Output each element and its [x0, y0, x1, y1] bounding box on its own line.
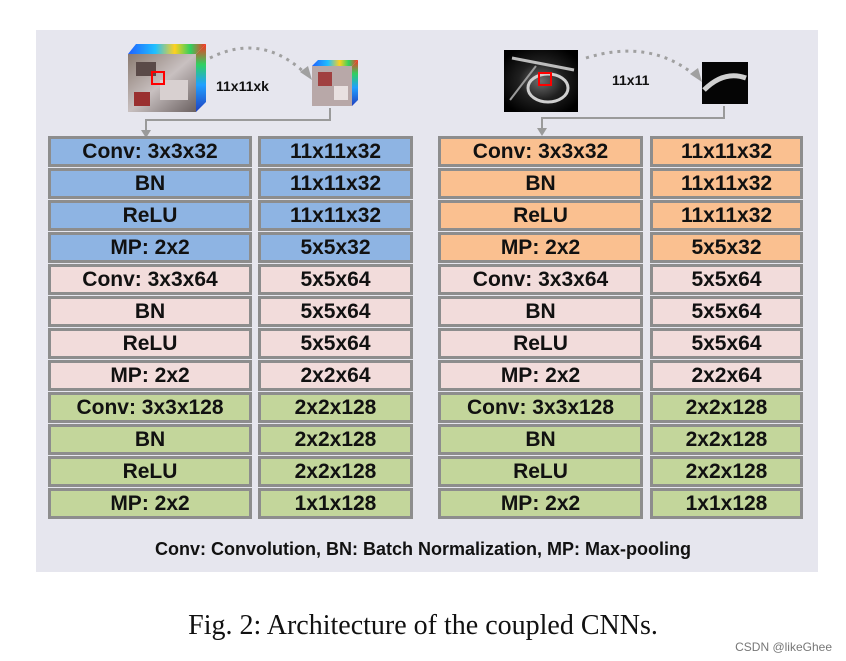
left-size-box: 5x5x64 — [258, 264, 413, 295]
right-size-box: 2x2x128 — [650, 424, 803, 455]
right-layer-box: MP: 2x2 — [438, 232, 643, 263]
hyperspectral-cube-icon — [128, 44, 206, 112]
left-crop-arrowhead — [300, 66, 312, 80]
left-size-box: 11x11x32 — [258, 168, 413, 199]
left-size-box: 2x2x128 — [258, 392, 413, 423]
left-layer-box: MP: 2x2 — [48, 488, 252, 519]
left-layer-box: ReLU — [48, 456, 252, 487]
right-size-box: 5x5x64 — [650, 296, 803, 327]
right-size-box: 5x5x64 — [650, 264, 803, 295]
right-layer-box: ReLU — [438, 328, 643, 359]
right-crop-arrowhead — [690, 68, 702, 82]
right-input-connector — [541, 106, 725, 130]
left-layer-box: ReLU — [48, 328, 252, 359]
right-size-box: 11x11x32 — [650, 200, 803, 231]
left-layer-box: Conv: 3x3x128 — [48, 392, 252, 423]
lidar-image-icon — [504, 50, 578, 112]
right-layer-box: MP: 2x2 — [438, 488, 643, 519]
lidar-patch-icon — [702, 62, 748, 104]
right-layer-box: Conv: 3x3x128 — [438, 392, 643, 423]
left-input-arrowhead — [141, 130, 151, 138]
figure-caption: Fig. 2: Architecture of the coupled CNNs… — [188, 610, 658, 641]
left-patch-size-label: 11x11xk — [216, 78, 269, 94]
right-size-box: 5x5x64 — [650, 328, 803, 359]
left-layer-box: Conv: 3x3x64 — [48, 264, 252, 295]
right-patch-size-label: 11x11 — [612, 72, 650, 88]
left-size-box: 5x5x32 — [258, 232, 413, 263]
left-layer-box: MP: 2x2 — [48, 232, 252, 263]
right-patch-marker — [538, 72, 552, 86]
right-input-arrowhead — [537, 128, 547, 136]
left-layer-box: BN — [48, 168, 252, 199]
right-size-box: 5x5x32 — [650, 232, 803, 263]
hyperspectral-patch-cube-icon — [312, 60, 358, 106]
left-layer-box: MP: 2x2 — [48, 360, 252, 391]
right-size-box: 2x2x64 — [650, 360, 803, 391]
left-input-connector — [145, 108, 331, 132]
right-layer-box: Conv: 3x3x32 — [438, 136, 643, 167]
left-size-box: 11x11x32 — [258, 136, 413, 167]
right-size-box: 1x1x128 — [650, 488, 803, 519]
legend-text: Conv: Convolution, BN: Batch Normalizati… — [155, 539, 691, 559]
right-size-box: 2x2x128 — [650, 392, 803, 423]
right-layer-box: BN — [438, 168, 643, 199]
right-layer-box: BN — [438, 296, 643, 327]
left-size-box: 2x2x64 — [258, 360, 413, 391]
right-size-box: 11x11x32 — [650, 136, 803, 167]
left-size-box: 1x1x128 — [258, 488, 413, 519]
left-size-box: 2x2x128 — [258, 424, 413, 455]
right-size-box: 11x11x32 — [650, 168, 803, 199]
left-patch-marker — [151, 71, 165, 85]
left-layer-box: BN — [48, 424, 252, 455]
left-layer-box: ReLU — [48, 200, 252, 231]
left-size-box: 2x2x128 — [258, 456, 413, 487]
right-layer-box: MP: 2x2 — [438, 360, 643, 391]
right-layer-box: ReLU — [438, 200, 643, 231]
left-layer-box: Conv: 3x3x32 — [48, 136, 252, 167]
left-size-box: 5x5x64 — [258, 328, 413, 359]
left-size-box: 5x5x64 — [258, 296, 413, 327]
watermark: CSDN @likeGhee — [735, 640, 832, 654]
left-size-box: 11x11x32 — [258, 200, 413, 231]
right-layer-box: Conv: 3x3x64 — [438, 264, 643, 295]
right-size-box: 2x2x128 — [650, 456, 803, 487]
left-layer-box: BN — [48, 296, 252, 327]
right-layer-box: BN — [438, 424, 643, 455]
right-layer-box: ReLU — [438, 456, 643, 487]
